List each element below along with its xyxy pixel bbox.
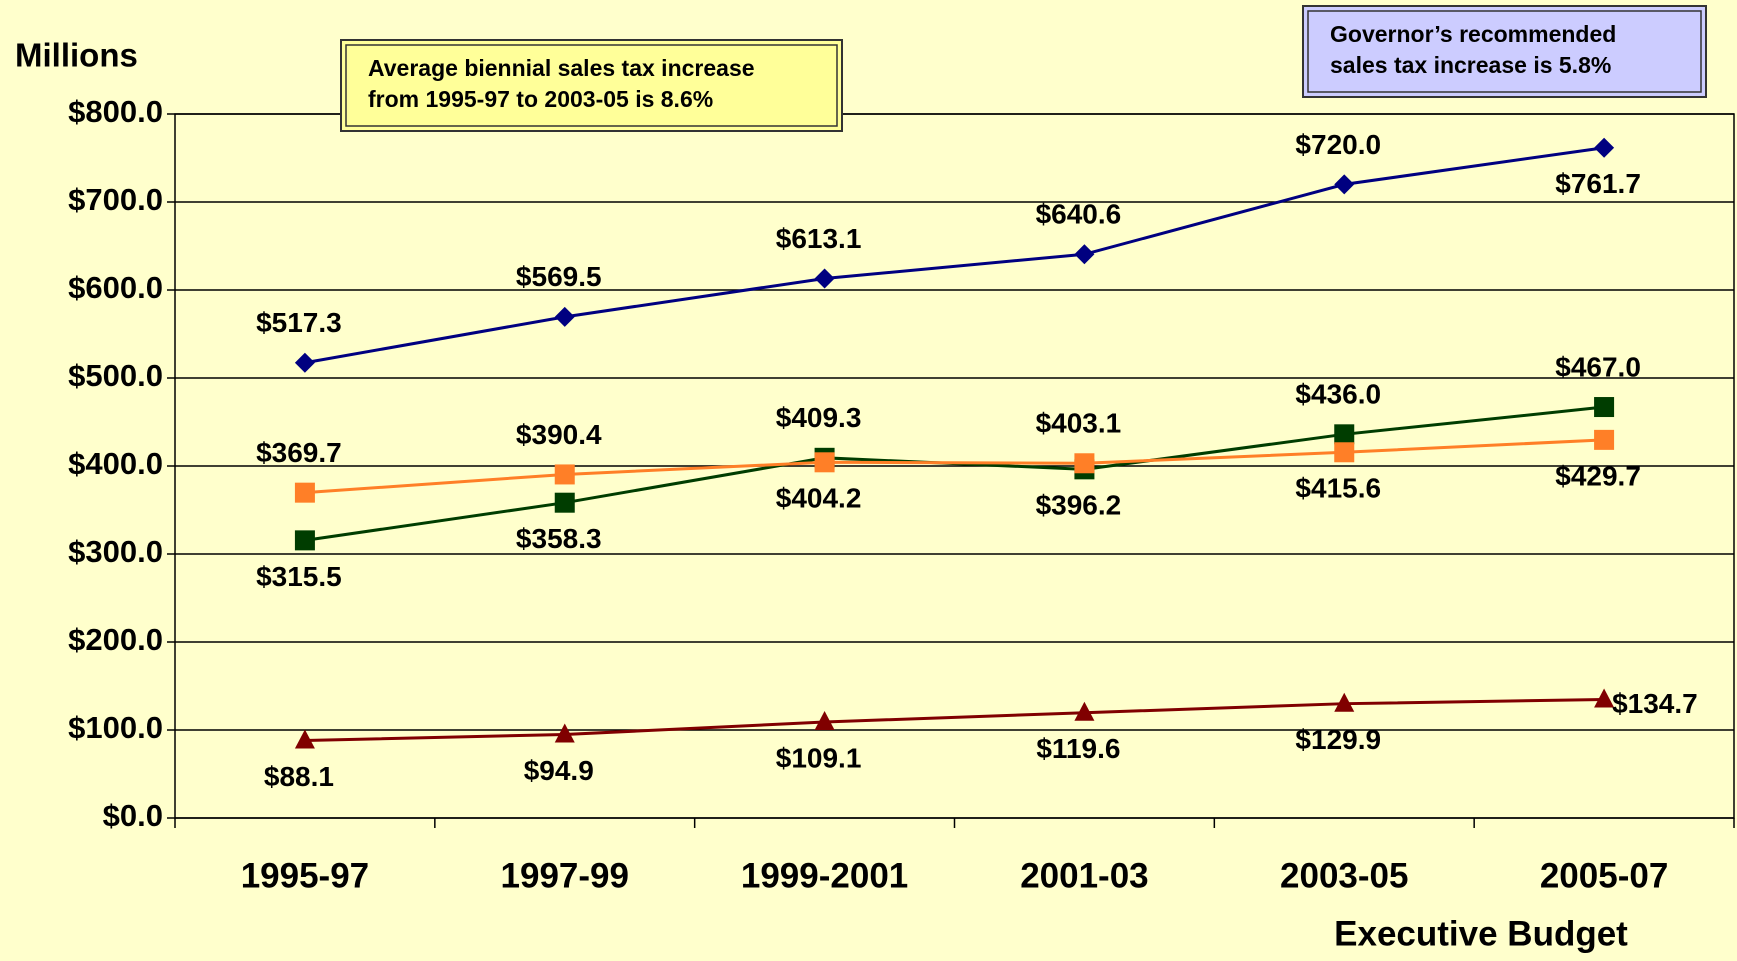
marker [1334, 174, 1355, 195]
annotation-box [340, 39, 843, 132]
value-label: $409.3 [776, 402, 862, 433]
y-tick-label: $400.0 [68, 446, 163, 481]
y-tick-label: $200.0 [68, 622, 163, 657]
marker [294, 352, 315, 373]
line [304, 438, 1605, 495]
value-label: $613.1 [776, 223, 862, 254]
marker [1594, 429, 1615, 450]
marker [1074, 701, 1095, 721]
marker [1074, 244, 1095, 265]
y-tick-label: $0.0 [103, 798, 163, 833]
marker [814, 710, 835, 730]
annotation-box [1302, 5, 1707, 98]
y-tick-label: $800.0 [68, 94, 163, 129]
value-label: $436.0 [1295, 379, 1381, 410]
value-label: $761.7 [1555, 168, 1641, 199]
marker [554, 723, 575, 743]
marker [1594, 688, 1615, 708]
value-label: $369.7 [256, 437, 342, 468]
x-tick-label: 1999-2001 [741, 856, 908, 895]
y-tick-label: $300.0 [68, 534, 163, 569]
value-label: $517.3 [256, 307, 342, 338]
y-tick-label: $500.0 [68, 358, 163, 393]
annotation-border [345, 44, 838, 127]
value-label: $390.4 [516, 419, 602, 450]
annotation: Governor’s recommended sales tax increase… [1330, 21, 1616, 78]
value-label: $640.6 [1036, 199, 1122, 230]
value-label: $404.2 [776, 483, 862, 514]
value-label: $720.0 [1295, 129, 1381, 160]
x-note: Executive Budget [1334, 914, 1628, 953]
x-tick-label: 2003-05 [1280, 856, 1408, 895]
marker [814, 452, 835, 473]
value-label: $415.6 [1295, 473, 1381, 504]
x-tick-label: 1997-99 [501, 856, 629, 895]
value-label: $396.2 [1036, 490, 1122, 521]
value-label: $358.3 [516, 523, 602, 554]
value-label: $109.1 [776, 742, 862, 773]
x-tick-label: 2005-07 [1540, 856, 1668, 895]
marker [294, 530, 315, 551]
y-axis-label: Millions [15, 37, 138, 74]
marker [814, 268, 835, 289]
value-label: $315.5 [256, 561, 342, 592]
marker [1334, 424, 1355, 445]
x-tick-label: 2001-03 [1020, 856, 1148, 895]
marker [1074, 453, 1095, 474]
marker [1334, 692, 1355, 712]
x-tick-label: 1995-97 [241, 856, 369, 895]
value-label: $134.7 [1612, 688, 1698, 719]
y-tick-label: $100.0 [68, 710, 163, 745]
value-label: $429.7 [1555, 460, 1641, 491]
marker [554, 464, 575, 485]
line [304, 697, 1605, 742]
annotation-border [1307, 10, 1702, 93]
marker [294, 729, 315, 749]
marker [1594, 137, 1615, 158]
y-tick-label: $700.0 [68, 182, 163, 217]
line [304, 405, 1605, 542]
annotation: Average biennial sales tax increase from … [368, 55, 755, 112]
marker [1594, 397, 1615, 418]
value-label: $569.5 [516, 261, 602, 292]
value-label: $467.0 [1555, 351, 1641, 382]
value-label: $94.9 [524, 755, 594, 786]
y-tick-label: $600.0 [68, 270, 163, 305]
value-label: $403.1 [1036, 408, 1122, 439]
marker [554, 492, 575, 513]
value-label: $129.9 [1295, 724, 1381, 755]
value-label: $119.6 [1036, 733, 1120, 764]
marker [554, 306, 575, 327]
marker [1334, 442, 1355, 463]
marker [294, 482, 315, 503]
line [304, 146, 1605, 365]
value-label: $88.1 [264, 761, 334, 792]
